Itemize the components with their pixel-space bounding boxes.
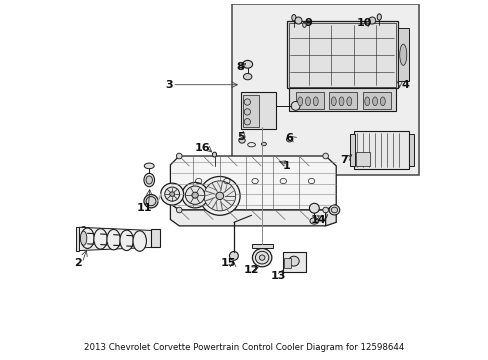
Bar bbox=[242, 95, 258, 127]
Ellipse shape bbox=[144, 163, 154, 169]
Ellipse shape bbox=[192, 192, 198, 198]
Bar bbox=[284, 258, 290, 268]
Text: 16: 16 bbox=[194, 143, 209, 153]
Ellipse shape bbox=[364, 97, 369, 106]
Ellipse shape bbox=[288, 256, 299, 266]
Bar bbox=[355, 152, 369, 166]
Ellipse shape bbox=[330, 207, 337, 213]
Bar bbox=[407, 134, 413, 166]
Bar bbox=[362, 92, 390, 109]
Bar bbox=[349, 134, 354, 166]
Polygon shape bbox=[76, 227, 79, 251]
Bar bbox=[288, 88, 395, 111]
Ellipse shape bbox=[143, 194, 158, 208]
Ellipse shape bbox=[297, 97, 302, 106]
Ellipse shape bbox=[252, 248, 271, 267]
Polygon shape bbox=[79, 227, 160, 251]
Ellipse shape bbox=[164, 187, 179, 201]
Ellipse shape bbox=[399, 44, 406, 66]
Ellipse shape bbox=[120, 230, 133, 251]
Ellipse shape bbox=[338, 97, 343, 106]
Ellipse shape bbox=[302, 22, 305, 27]
Text: 8: 8 bbox=[236, 62, 244, 72]
Ellipse shape bbox=[322, 153, 328, 159]
Ellipse shape bbox=[107, 229, 120, 250]
Ellipse shape bbox=[94, 229, 107, 249]
Bar bbox=[151, 229, 160, 247]
Ellipse shape bbox=[229, 251, 238, 260]
Ellipse shape bbox=[255, 251, 268, 264]
Ellipse shape bbox=[259, 255, 264, 260]
Text: 13: 13 bbox=[270, 271, 285, 281]
Ellipse shape bbox=[294, 17, 302, 24]
Bar bbox=[251, 243, 272, 248]
Ellipse shape bbox=[291, 14, 295, 21]
Ellipse shape bbox=[81, 231, 87, 245]
Ellipse shape bbox=[330, 97, 336, 106]
Ellipse shape bbox=[243, 73, 251, 80]
Ellipse shape bbox=[322, 207, 328, 213]
Bar bbox=[397, 28, 407, 81]
Polygon shape bbox=[325, 205, 336, 226]
Ellipse shape bbox=[368, 17, 375, 24]
Ellipse shape bbox=[169, 192, 174, 197]
Ellipse shape bbox=[216, 192, 223, 199]
Ellipse shape bbox=[146, 197, 156, 206]
Text: 2013 Chevrolet Corvette Powertrain Control Cooler Diagram for 12598644: 2013 Chevrolet Corvette Powertrain Contr… bbox=[84, 343, 404, 352]
Text: 3: 3 bbox=[164, 80, 172, 90]
Text: 14: 14 bbox=[310, 215, 325, 225]
Ellipse shape bbox=[143, 173, 154, 187]
Text: 12: 12 bbox=[244, 265, 259, 275]
Ellipse shape bbox=[305, 97, 310, 106]
Ellipse shape bbox=[380, 97, 385, 106]
Text: 9: 9 bbox=[304, 18, 311, 28]
Ellipse shape bbox=[182, 183, 208, 208]
Text: 1: 1 bbox=[283, 161, 290, 171]
Text: 6: 6 bbox=[285, 133, 293, 143]
Polygon shape bbox=[170, 204, 325, 226]
Ellipse shape bbox=[238, 138, 244, 143]
Text: 2: 2 bbox=[74, 258, 81, 268]
Text: 4: 4 bbox=[400, 80, 408, 90]
Text: 7: 7 bbox=[340, 154, 347, 165]
Text: 5: 5 bbox=[237, 132, 244, 141]
Ellipse shape bbox=[244, 109, 250, 115]
Bar bbox=[353, 131, 407, 170]
Ellipse shape bbox=[309, 218, 318, 224]
Polygon shape bbox=[170, 156, 336, 210]
Ellipse shape bbox=[376, 14, 381, 20]
Text: 15: 15 bbox=[221, 258, 236, 268]
Ellipse shape bbox=[261, 142, 266, 146]
Ellipse shape bbox=[185, 186, 204, 204]
Ellipse shape bbox=[161, 183, 183, 205]
Bar bbox=[295, 92, 323, 109]
Ellipse shape bbox=[176, 153, 182, 159]
Bar bbox=[328, 92, 357, 109]
Bar bbox=[286, 21, 397, 88]
Ellipse shape bbox=[328, 205, 339, 215]
Ellipse shape bbox=[203, 181, 235, 211]
Ellipse shape bbox=[242, 60, 252, 68]
Bar bbox=[241, 92, 276, 129]
Bar bbox=[288, 23, 395, 86]
Text: 10: 10 bbox=[356, 18, 371, 28]
Ellipse shape bbox=[244, 118, 250, 125]
Ellipse shape bbox=[81, 228, 94, 248]
Ellipse shape bbox=[309, 203, 319, 213]
Ellipse shape bbox=[78, 227, 89, 250]
Ellipse shape bbox=[146, 176, 152, 184]
Ellipse shape bbox=[372, 97, 377, 106]
Bar bbox=[282, 252, 305, 272]
Ellipse shape bbox=[291, 102, 300, 110]
Ellipse shape bbox=[212, 152, 216, 157]
Ellipse shape bbox=[199, 176, 240, 215]
Bar bbox=[232, 4, 418, 175]
Ellipse shape bbox=[176, 207, 182, 213]
Ellipse shape bbox=[313, 97, 318, 106]
Text: 11: 11 bbox=[136, 203, 151, 213]
Ellipse shape bbox=[244, 99, 250, 105]
Ellipse shape bbox=[346, 97, 351, 106]
Ellipse shape bbox=[133, 231, 146, 251]
